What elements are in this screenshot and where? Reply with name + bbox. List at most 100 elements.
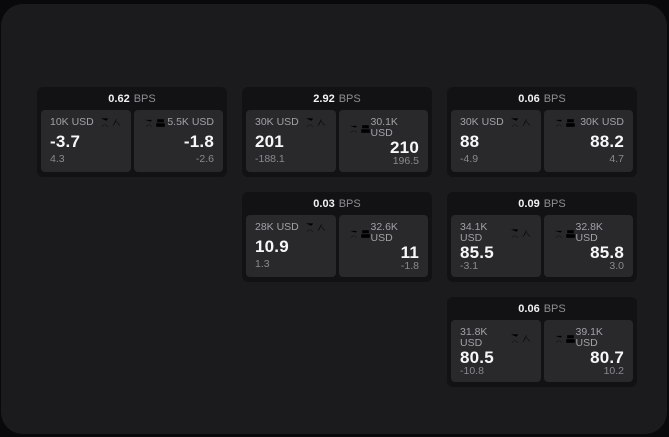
quote-card: 0.09 BPS 34.1K USD 买入 85.5 -3.1 (447, 192, 637, 282)
buy-label: 买入 (99, 117, 122, 128)
buy-top-row: 10K USD 买入 (50, 117, 122, 128)
buy-top-row: 30K USD 买入 (460, 117, 532, 128)
sell-top-row: 卖出 32.6K USD (348, 222, 420, 244)
sell-delta: 196.5 (392, 155, 419, 167)
buy-top-row: 34.1K USD 买入 (460, 222, 532, 244)
sell-amount: 30K USD (580, 116, 624, 128)
sell-label: 卖出 (553, 117, 576, 128)
bps-unit-label: BPS (543, 302, 566, 315)
buy-amount: 28K USD (255, 221, 299, 233)
buy-label: 买入 (509, 333, 532, 344)
sell-tile[interactable]: 卖出 32.8K USD 85.8 3.0 (543, 215, 633, 277)
buy-amount: 30K USD (255, 116, 299, 128)
buy-price: 88 (460, 131, 480, 151)
sell-tile[interactable]: 卖出 30.1K USD 210 196.5 (338, 110, 428, 172)
buy-label: 买入 (304, 222, 327, 233)
quote-card: 0.06 BPS 31.8K USD 买入 80.5 -10.8 (447, 297, 637, 387)
card-header: 0.09 BPS (447, 192, 637, 215)
buy-tile[interactable]: 34.1K USD 买入 85.5 -3.1 (451, 215, 541, 277)
buy-delta: -10.8 (460, 365, 484, 377)
buy-tile[interactable]: 28K USD 买入 10.9 1.3 (246, 215, 336, 277)
buy-char-mai-icon (304, 222, 315, 233)
sell-price: -1.8 (183, 131, 214, 151)
buy-char-mai-icon (509, 228, 520, 239)
buy-top-row: 30K USD 买入 (255, 117, 327, 128)
buy-amount: 31.8K USD (460, 326, 488, 349)
sell-char-chu-icon (360, 123, 371, 134)
sell-price: 85.8 (590, 243, 624, 262)
sell-price: 80.7 (590, 348, 624, 367)
sell-amount: 39.1K USD (575, 326, 603, 349)
bps-value: 0.06 (518, 92, 540, 105)
sell-top-row: 卖出 30K USD (553, 116, 624, 128)
card-header: 2.92 BPS (242, 87, 432, 110)
card-header: 0.03 BPS (242, 192, 432, 215)
sell-char-mai-icon (143, 117, 154, 128)
bps-value: 2.92 (313, 92, 335, 105)
sell-char-chu-icon (360, 228, 371, 239)
sell-tile[interactable]: 卖出 5.5K USD -1.8 -2.6 (133, 110, 223, 172)
quote-tiles: 28K USD 买入 10.9 1.3 卖出 (246, 215, 428, 277)
buy-tile[interactable]: 10K USD 买入 -3.7 4.3 (41, 110, 131, 172)
sell-tile[interactable]: 卖出 39.1K USD 80.7 10.2 (543, 320, 633, 382)
main-panel: 0.62 BPS 10K USD 买入 -3.7 4.3 (1, 4, 667, 434)
buy-amount: 30K USD (460, 116, 504, 128)
buy-tile[interactable]: 30K USD 买入 201 -188.1 (246, 110, 336, 172)
bps-value: 0.09 (518, 197, 540, 210)
sell-label: 卖出 (143, 117, 166, 128)
sell-top-row: 卖出 30.1K USD (348, 117, 420, 139)
sell-tile[interactable]: 卖出 32.6K USD 11 -1.8 (338, 215, 428, 277)
sell-amount: 5.5K USD (167, 116, 214, 128)
sell-top-row: 卖出 39.1K USD (553, 327, 625, 349)
buy-char-ru-icon (521, 333, 532, 344)
quotes-column: 0.06 BPS 30K USD 买入 88 -4.9 (447, 87, 637, 387)
sell-delta: -1.8 (400, 260, 419, 272)
sell-delta: -2.6 (195, 153, 214, 165)
sell-delta: 3.0 (609, 260, 624, 272)
bps-unit-label: BPS (338, 197, 361, 210)
card-header: 0.06 BPS (447, 87, 637, 110)
sell-price: 11 (400, 243, 419, 262)
quote-tiles: 10K USD 买入 -3.7 4.3 卖出 (41, 110, 223, 172)
buy-char-ru-icon (316, 117, 327, 128)
buy-char-ru-icon (316, 222, 327, 233)
sell-label: 卖出 (553, 333, 576, 344)
buy-price: 80.5 (460, 348, 494, 367)
quote-tiles: 30K USD 买入 88 -4.9 卖出 (451, 110, 633, 172)
buy-char-mai-icon (509, 117, 520, 128)
buy-char-mai-icon (99, 117, 110, 128)
sell-price: 210 (390, 138, 419, 157)
bps-unit-label: BPS (543, 197, 566, 210)
sell-char-chu-icon (155, 117, 166, 128)
quote-card: 0.06 BPS 30K USD 买入 88 -4.9 (447, 87, 637, 177)
buy-label: 买入 (304, 117, 327, 128)
buy-label: 买入 (509, 228, 532, 239)
sell-label: 卖出 (348, 228, 371, 239)
sell-char-chu-icon (565, 333, 576, 344)
bps-unit-label: BPS (543, 92, 566, 105)
buy-char-mai-icon (509, 333, 520, 344)
buy-delta: -4.9 (460, 153, 479, 165)
sell-amount: 30.1K USD (370, 116, 398, 139)
sell-char-mai-icon (348, 228, 359, 239)
buy-tile[interactable]: 31.8K USD 买入 80.5 -10.8 (451, 320, 541, 382)
buy-tile[interactable]: 30K USD 买入 88 -4.9 (451, 110, 541, 172)
sell-amount: 32.6K USD (370, 221, 398, 244)
quote-card: 0.03 BPS 28K USD 买入 10.9 1.3 (242, 192, 432, 282)
buy-delta: -188.1 (255, 153, 285, 165)
bps-value: 0.06 (518, 302, 540, 315)
sell-amount: 32.8K USD (575, 221, 603, 244)
sell-char-chu-icon (565, 117, 576, 128)
sell-char-mai-icon (553, 228, 564, 239)
sell-char-chu-icon (565, 228, 576, 239)
quote-card: 0.62 BPS 10K USD 买入 -3.7 4.3 (37, 87, 227, 177)
sell-char-mai-icon (348, 123, 359, 134)
buy-label: 买入 (509, 117, 532, 128)
sell-char-mai-icon (553, 117, 564, 128)
sell-tile[interactable]: 卖出 30K USD 88.2 4.7 (543, 110, 633, 172)
buy-delta: 4.3 (50, 153, 65, 165)
bps-unit-label: BPS (338, 92, 361, 105)
buy-char-ru-icon (111, 117, 122, 128)
card-header: 0.06 BPS (447, 297, 637, 320)
